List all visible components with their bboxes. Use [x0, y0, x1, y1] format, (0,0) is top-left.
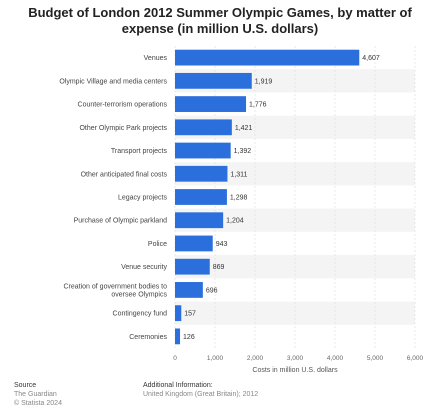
x-tick-label: 6,000 — [407, 355, 424, 362]
category-label: Olympic Village and media centers — [59, 78, 167, 85]
value-label: 943 — [216, 241, 228, 248]
category-label: Venue security — [121, 264, 167, 271]
x-tick-label: 3,000 — [287, 355, 304, 362]
value-label: 1,776 — [249, 102, 267, 109]
row-band — [175, 208, 415, 232]
source-heading: Source — [14, 382, 37, 389]
value-label: 869 — [213, 264, 225, 271]
category-label: Other anticipated final costs — [81, 171, 168, 178]
bar — [175, 282, 203, 298]
category-label: Contingency fund — [113, 311, 168, 318]
value-label: 1,298 — [230, 195, 248, 202]
bar — [175, 49, 360, 66]
bar — [175, 305, 182, 322]
value-label: 1,204 — [226, 218, 244, 225]
value-label: 157 — [184, 311, 196, 318]
x-axis-title: Costs in million U.S. dollars — [252, 367, 338, 374]
copyright[interactable]: © Statista 2024 — [14, 400, 62, 407]
bar — [175, 212, 224, 229]
category-label: Purchase of Olympic parkland — [74, 218, 167, 225]
bar — [175, 235, 213, 252]
info-heading: Additional Information: — [143, 382, 213, 389]
category-label: Counter-terrorism operations — [78, 102, 168, 109]
value-label: 1,311 — [230, 171, 247, 178]
bar — [175, 165, 228, 182]
value-label: 126 — [183, 334, 195, 341]
row-band — [175, 301, 415, 325]
value-label: 4,607 — [362, 55, 380, 62]
bar — [175, 72, 252, 89]
bar — [175, 119, 232, 136]
source-name[interactable]: The Guardian — [14, 391, 57, 398]
bar — [175, 142, 231, 159]
value-label: 1,919 — [255, 78, 273, 85]
category-label: Venues — [144, 55, 168, 62]
row-band — [175, 162, 415, 186]
x-tick-label: 1,000 — [207, 355, 224, 362]
category-label: Creation of government bodies to oversee … — [63, 283, 167, 298]
x-tick-label: 2,000 — [247, 355, 264, 362]
value-label: 1,392 — [234, 148, 252, 155]
bar — [175, 328, 181, 345]
bar — [175, 96, 247, 112]
x-tick-label: 4,000 — [327, 355, 344, 362]
bar — [175, 189, 227, 205]
x-tick-label: 0 — [173, 355, 177, 362]
category-label: Other Olympic Park projects — [79, 125, 167, 132]
info-text[interactable]: United Kingdom (Great Britain); 2012 — [143, 391, 259, 398]
x-tick-label: 5,000 — [367, 355, 384, 362]
category-label: Police — [148, 241, 167, 248]
chart-title: Budget of London 2012 Summer Olympic Gam… — [28, 5, 412, 36]
footer-source: Source The Guardian © Statista 2024 — [14, 381, 62, 408]
value-label: 696 — [206, 287, 218, 294]
category-label: Ceremonies — [129, 334, 167, 341]
category-label: Legacy projects — [118, 195, 168, 202]
category-label: Transport projects — [111, 148, 168, 155]
footer-additional-info: Additional Information: United Kingdom (… — [143, 381, 258, 399]
bar — [175, 258, 210, 275]
value-label: 1,421 — [235, 125, 253, 132]
